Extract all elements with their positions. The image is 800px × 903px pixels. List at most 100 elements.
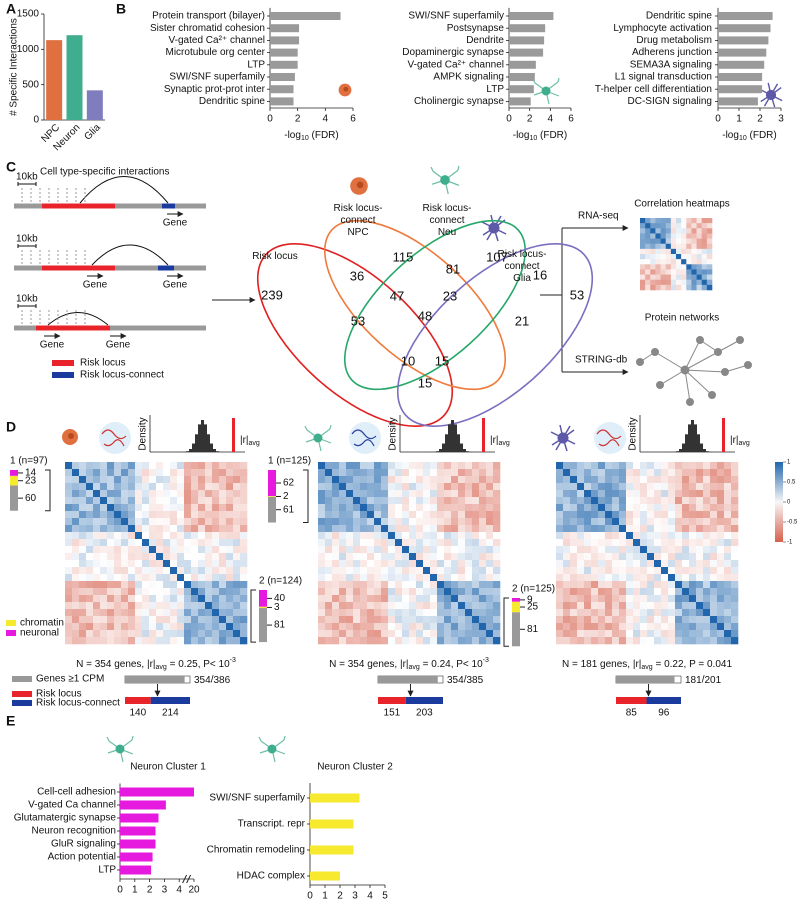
- heatmap-cell: [65, 581, 73, 589]
- bar: [509, 60, 536, 69]
- heatmap-cell: [472, 469, 480, 477]
- heatmap-cell: [458, 504, 466, 512]
- heatmap-cell: [72, 553, 80, 561]
- heatmap-cell: [346, 609, 354, 617]
- heatmap-cell: [668, 588, 676, 596]
- heatmap-cell: [79, 511, 87, 519]
- heatmap-cell: [353, 511, 361, 519]
- heatmap-cell: [486, 602, 494, 610]
- heatmap-cell: [640, 476, 648, 484]
- category-label: Dendritic spine: [199, 96, 266, 107]
- heatmap-cell: [486, 483, 494, 491]
- bar: [86, 90, 103, 120]
- heatmap-cell: [556, 630, 564, 638]
- heatmap-cell: [191, 567, 199, 575]
- heatmap-cell: [332, 518, 340, 526]
- heatmap-cell: [696, 518, 704, 526]
- heatmap-cell: [605, 483, 613, 491]
- heatmap-cell: [402, 595, 410, 603]
- hist-bar: [201, 420, 204, 452]
- x-axis-label-part: 10: [739, 135, 747, 142]
- heatmap-cell: [563, 469, 571, 477]
- heatmap-cell: [430, 630, 438, 638]
- heatmap-cell: [577, 532, 585, 540]
- heatmap-cell: [100, 546, 108, 554]
- heatmap-cell: [570, 581, 578, 589]
- heatmap-cell: [360, 602, 368, 610]
- heatmap-cell: [72, 539, 80, 547]
- heatmap-cell: [198, 602, 206, 610]
- heatmap-cell: [724, 518, 732, 526]
- heatmap-cell: [486, 469, 494, 477]
- heatmap-cell: [346, 595, 354, 603]
- heatmap-cell: [444, 567, 452, 575]
- heatmap-cell: [402, 630, 410, 638]
- heatmap-cell: [93, 609, 101, 617]
- heatmap-cell: [706, 264, 713, 270]
- heatmap-cell: [570, 525, 578, 533]
- category-label: Dendrite: [466, 35, 504, 46]
- heatmap-cell: [668, 504, 676, 512]
- heatmap-cell: [556, 469, 564, 477]
- heatmap-cell: [191, 539, 199, 547]
- heatmap-cell: [661, 525, 669, 533]
- heatmap-cell: [72, 483, 80, 491]
- hist-bar: [457, 434, 460, 452]
- x-tick-label: 3: [162, 885, 168, 896]
- heatmap-cell: [612, 588, 620, 596]
- category-label: Action potential: [48, 852, 116, 863]
- heatmap-cell: [591, 511, 599, 519]
- heatmap-cell: [205, 546, 213, 554]
- venn-count: 23: [443, 288, 457, 303]
- heatmap-cell: [451, 567, 459, 575]
- heatmap-cell: [556, 518, 564, 526]
- heatmap-cell: [472, 616, 480, 624]
- heatmap-cell: [556, 567, 564, 575]
- heatmap-cell: [731, 602, 739, 610]
- colorbar-label: -1: [787, 540, 793, 546]
- heatmap-cell: [458, 532, 466, 540]
- heatmap-cell: [65, 511, 73, 519]
- heatmap-cell: [691, 223, 697, 229]
- heatmap-cell: [430, 469, 438, 477]
- heatmap-cell: [731, 546, 739, 554]
- heatmap-cell: [472, 560, 480, 568]
- heatmap-cell: [556, 581, 564, 589]
- x-tick-label: Glia: [82, 122, 103, 143]
- heatmap-cell: [451, 511, 459, 519]
- heatmap-cell: [65, 630, 73, 638]
- heatmap-cell: [717, 546, 725, 554]
- heatmap-cell: [198, 630, 206, 638]
- heatmap-cell: [107, 630, 115, 638]
- heatmap-cell: [691, 284, 697, 291]
- heatmap-cell: [696, 553, 704, 561]
- heatmap-cell: [233, 462, 241, 470]
- heatmap-cell: [493, 553, 501, 561]
- heatmap-cell: [142, 462, 150, 470]
- bar: [509, 73, 535, 81]
- heatmap-cell: [724, 616, 732, 624]
- heatmap-cell: [661, 595, 669, 603]
- heatmap-cell: [633, 616, 641, 624]
- heatmap-cell: [626, 462, 634, 470]
- heatmap-cell: [374, 518, 382, 526]
- heatmap-cell: [563, 476, 571, 484]
- heatmap-cell: [121, 504, 129, 512]
- heatmap-cell: [332, 490, 340, 498]
- heatmap-cell: [660, 279, 667, 286]
- heatmap-cell: [79, 462, 87, 470]
- heatmap-cell: [654, 497, 662, 505]
- panel-letter: C: [6, 159, 16, 175]
- heatmap-cell: [156, 483, 164, 491]
- heatmap-cell: [430, 574, 438, 582]
- cluster-segment: [10, 485, 18, 511]
- heatmap-cell: [577, 462, 585, 470]
- heatmap-cell: [409, 511, 417, 519]
- heatmap-cell: [706, 269, 713, 275]
- heatmap-cell: [645, 243, 651, 250]
- legend-swatch: [52, 372, 74, 378]
- category-label: Glutamatergic synapse: [14, 813, 117, 824]
- heatmap-cell: [591, 567, 599, 575]
- heatmap-cell: [325, 637, 333, 645]
- heatmap-cell: [668, 630, 676, 638]
